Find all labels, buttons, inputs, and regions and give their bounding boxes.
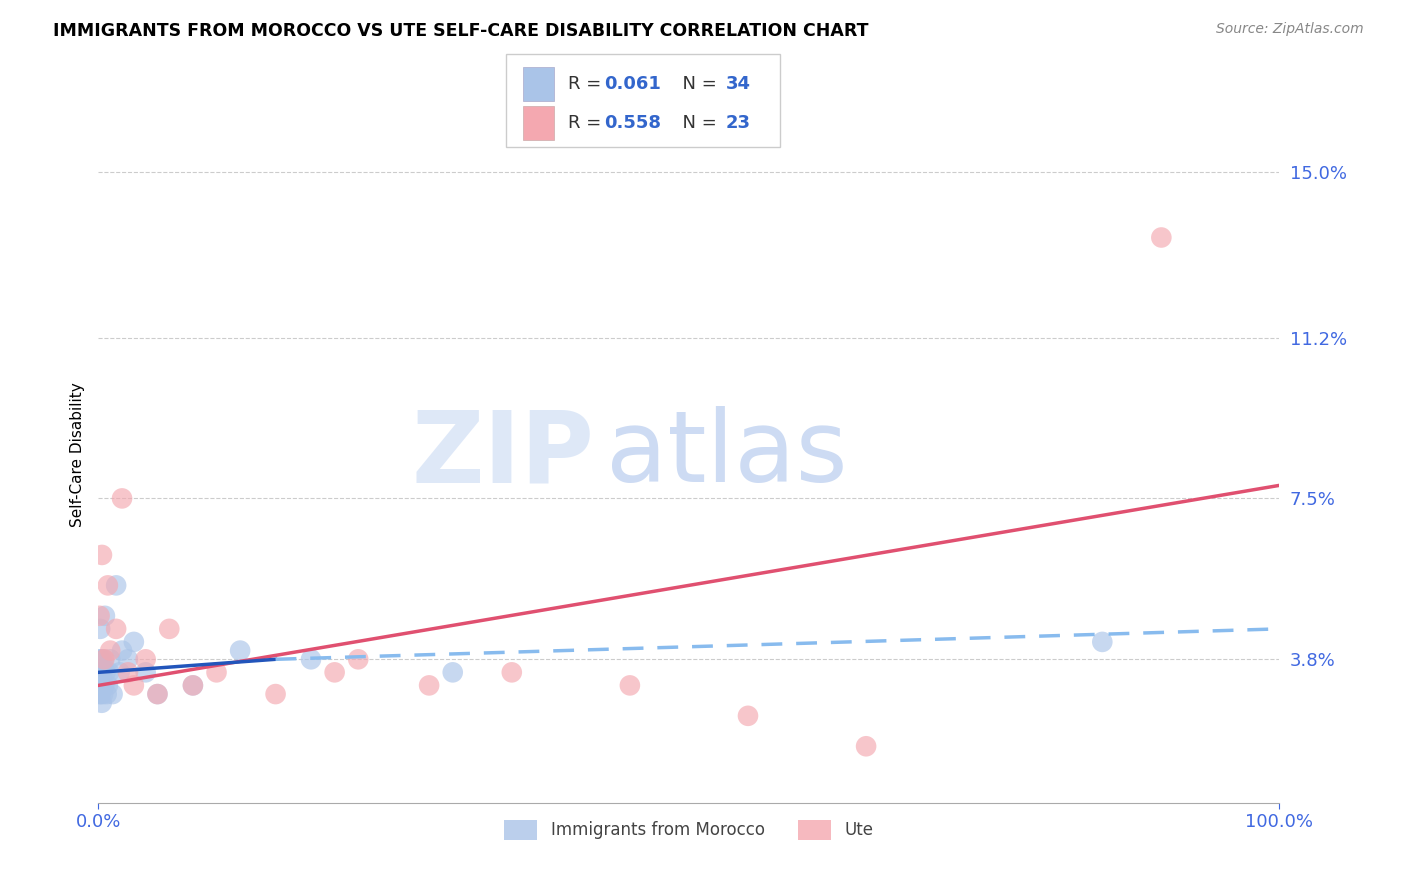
Point bbox=[737, 708, 759, 723]
Point bbox=[1091, 635, 1114, 649]
Point bbox=[89, 608, 111, 623]
Point bbox=[90, 665, 112, 680]
Point bbox=[146, 687, 169, 701]
Point bbox=[181, 678, 204, 692]
Point bbox=[91, 665, 114, 680]
Point bbox=[111, 491, 134, 506]
Point bbox=[98, 652, 121, 666]
Point bbox=[97, 578, 120, 592]
Text: R =: R = bbox=[568, 114, 607, 132]
Point bbox=[90, 687, 112, 701]
Point bbox=[122, 678, 145, 692]
Point bbox=[299, 652, 322, 666]
Point bbox=[441, 665, 464, 680]
Point bbox=[97, 678, 120, 692]
Point bbox=[135, 665, 157, 680]
Point bbox=[98, 665, 121, 680]
Point bbox=[87, 665, 110, 680]
Text: atlas: atlas bbox=[606, 407, 848, 503]
Point bbox=[501, 665, 523, 680]
Point bbox=[347, 652, 370, 666]
Point bbox=[108, 665, 131, 680]
Point bbox=[418, 678, 440, 692]
Point bbox=[105, 622, 128, 636]
Text: 0.061: 0.061 bbox=[605, 75, 661, 93]
Point bbox=[157, 622, 180, 636]
Point bbox=[101, 687, 124, 701]
Point bbox=[135, 652, 157, 666]
Text: 23: 23 bbox=[725, 114, 751, 132]
Point bbox=[91, 548, 114, 562]
Text: N =: N = bbox=[671, 75, 723, 93]
Point bbox=[111, 643, 134, 657]
Text: R =: R = bbox=[568, 75, 607, 93]
Point bbox=[229, 643, 252, 657]
Point bbox=[94, 608, 117, 623]
Text: 34: 34 bbox=[725, 75, 751, 93]
Point bbox=[90, 696, 112, 710]
Text: IMMIGRANTS FROM MOROCCO VS UTE SELF-CARE DISABILITY CORRELATION CHART: IMMIGRANTS FROM MOROCCO VS UTE SELF-CARE… bbox=[53, 22, 869, 40]
Text: N =: N = bbox=[671, 114, 723, 132]
Point bbox=[105, 578, 128, 592]
Text: 0.558: 0.558 bbox=[605, 114, 662, 132]
Point bbox=[96, 687, 118, 701]
Point bbox=[93, 678, 115, 692]
Point bbox=[117, 665, 139, 680]
Point bbox=[1150, 230, 1173, 244]
Point bbox=[98, 643, 121, 657]
Point bbox=[89, 622, 111, 636]
Point bbox=[205, 665, 228, 680]
Point bbox=[619, 678, 641, 692]
Point bbox=[90, 678, 112, 692]
Point bbox=[91, 687, 114, 701]
Text: ZIP: ZIP bbox=[412, 407, 595, 503]
Point bbox=[146, 687, 169, 701]
Text: Source: ZipAtlas.com: Source: ZipAtlas.com bbox=[1216, 22, 1364, 37]
Point bbox=[93, 652, 115, 666]
Y-axis label: Self-Care Disability: Self-Care Disability bbox=[69, 383, 84, 527]
Point bbox=[91, 678, 114, 692]
Point bbox=[89, 687, 111, 701]
Legend: Immigrants from Morocco, Ute: Immigrants from Morocco, Ute bbox=[498, 813, 880, 847]
Point bbox=[89, 652, 111, 666]
Point bbox=[264, 687, 287, 701]
Point bbox=[89, 678, 111, 692]
Point bbox=[93, 652, 115, 666]
Point bbox=[117, 652, 139, 666]
Point bbox=[94, 665, 117, 680]
Point bbox=[855, 739, 877, 754]
Point bbox=[122, 635, 145, 649]
Point bbox=[90, 652, 112, 666]
Point bbox=[323, 665, 346, 680]
Point bbox=[181, 678, 204, 692]
